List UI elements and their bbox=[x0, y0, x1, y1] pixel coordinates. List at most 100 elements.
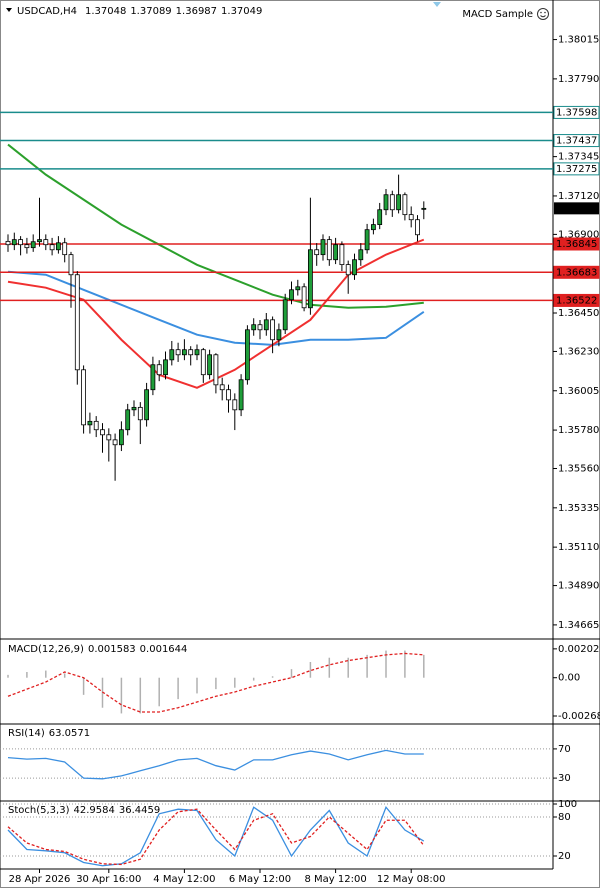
y-tick-label: 1.35780 bbox=[558, 425, 599, 436]
candle-body bbox=[238, 379, 244, 411]
candle-body bbox=[352, 259, 357, 276]
candle-body bbox=[68, 254, 74, 276]
candle-body bbox=[402, 194, 408, 216]
candle-body bbox=[144, 389, 150, 421]
candle-body bbox=[194, 349, 200, 356]
candle-body bbox=[333, 244, 339, 261]
candle-body bbox=[181, 349, 187, 356]
y-tick-label: 1.36900 bbox=[558, 229, 599, 240]
candle-body bbox=[232, 399, 238, 411]
price-level-label: 1.37437 bbox=[556, 136, 597, 147]
last-price-tag bbox=[554, 202, 599, 215]
candle-body bbox=[150, 364, 156, 391]
candle-body bbox=[244, 329, 250, 381]
reading: 0.001644 bbox=[140, 644, 188, 655]
high: 1.37089 bbox=[130, 6, 171, 17]
expert-icon[interactable] bbox=[537, 8, 549, 20]
x-tick-label: 6 May 12:00 bbox=[229, 874, 291, 885]
candle-body bbox=[106, 434, 112, 441]
candle-body bbox=[415, 219, 420, 236]
candle-body bbox=[345, 264, 351, 276]
candle-body bbox=[263, 319, 269, 331]
rsi-header: RSI(14) 63.0571 bbox=[8, 728, 90, 739]
y-tick-label: 0.00 bbox=[558, 673, 580, 684]
last-price-label: 1.37049 bbox=[556, 203, 597, 214]
candle-body bbox=[364, 229, 370, 251]
indicator-line bbox=[7, 808, 425, 866]
x-tick-label: 4 May 12:00 bbox=[153, 874, 215, 885]
candle-body bbox=[37, 239, 42, 243]
open: 1.37048 bbox=[85, 6, 126, 17]
price-level-tag bbox=[553, 293, 600, 307]
candle-body bbox=[131, 406, 137, 411]
candle-body bbox=[207, 354, 213, 376]
candle-body bbox=[301, 286, 307, 309]
macd-header: MACD(12,26,9) 0.001583 0.001644 bbox=[8, 644, 187, 655]
candle-body bbox=[200, 349, 206, 376]
candle-body bbox=[125, 409, 131, 431]
candle-body bbox=[156, 364, 162, 376]
candle-body bbox=[188, 349, 194, 356]
indicator-name: Stoch(5,3,3) bbox=[8, 805, 70, 816]
indicator-line bbox=[7, 652, 424, 713]
chart-header: USDCAD,H4 1.37048 1.37089 1.36987 1.37049 bbox=[17, 6, 262, 17]
price-level-label: 1.37598 bbox=[556, 107, 597, 118]
y-tick-label: 1.34890 bbox=[558, 581, 599, 592]
candle-body bbox=[137, 406, 143, 421]
candle-body bbox=[295, 286, 301, 291]
y-tick-label: 1.37345 bbox=[558, 152, 599, 163]
candle-body bbox=[320, 239, 326, 256]
candle-body bbox=[251, 324, 257, 331]
candle-body bbox=[11, 239, 17, 246]
y-tick-label: 1.36005 bbox=[558, 386, 599, 397]
x-tick-label: 8 May 12:00 bbox=[304, 874, 366, 885]
price-level-label: 1.37275 bbox=[556, 164, 597, 175]
y-tick-label: 70 bbox=[558, 744, 571, 755]
y-tick-label: 1.37120 bbox=[558, 191, 599, 202]
close: 1.37049 bbox=[221, 6, 262, 17]
low: 1.36987 bbox=[176, 6, 217, 17]
candle-body bbox=[282, 299, 288, 331]
y-tick-label: 1.36230 bbox=[558, 346, 599, 357]
shift-marker bbox=[433, 2, 441, 7]
candle-body bbox=[219, 384, 225, 391]
reading: 0.001583 bbox=[88, 644, 136, 655]
y-tick-label: 1.38015 bbox=[558, 35, 599, 46]
candle-body bbox=[112, 439, 118, 446]
x-tick-label: 12 May 08:00 bbox=[377, 874, 446, 885]
menu-arrow[interactable] bbox=[6, 8, 12, 12]
candle-body bbox=[119, 429, 124, 446]
candle-body bbox=[314, 249, 320, 256]
indicator-line bbox=[7, 805, 425, 867]
candle-body bbox=[163, 359, 168, 376]
candle-body bbox=[339, 244, 345, 266]
x-tick-label: 30 Apr 16:00 bbox=[76, 874, 141, 885]
candle-body bbox=[226, 389, 231, 401]
candle-body bbox=[62, 242, 68, 256]
candle-body bbox=[24, 244, 30, 249]
price-level-label: 1.36522 bbox=[556, 295, 597, 306]
y-tick-label: 0.00202 bbox=[558, 644, 599, 655]
price-level-tag bbox=[553, 162, 600, 176]
candle-body bbox=[358, 249, 364, 261]
y-tick-label: 100 bbox=[558, 799, 577, 810]
y-tick-label: 1.35335 bbox=[558, 503, 599, 514]
candle-body bbox=[326, 239, 332, 261]
candle-body bbox=[377, 209, 383, 226]
price-level-tag bbox=[553, 265, 600, 279]
candle-body bbox=[289, 289, 294, 301]
candle-body bbox=[5, 240, 11, 246]
price-level-label: 1.36683 bbox=[556, 267, 597, 278]
stoch-header: Stoch(5,3,3) 42.9584 36.4459 bbox=[8, 805, 160, 816]
candle-body bbox=[43, 239, 49, 246]
candle-body bbox=[49, 244, 55, 251]
candle-body bbox=[370, 224, 376, 231]
price-level-label: 1.36845 bbox=[556, 239, 597, 250]
price-level-tag bbox=[553, 105, 600, 119]
y-tick-label: -0.00268 bbox=[558, 711, 600, 722]
candle-body bbox=[307, 249, 313, 309]
reading: 63.0571 bbox=[49, 728, 90, 739]
